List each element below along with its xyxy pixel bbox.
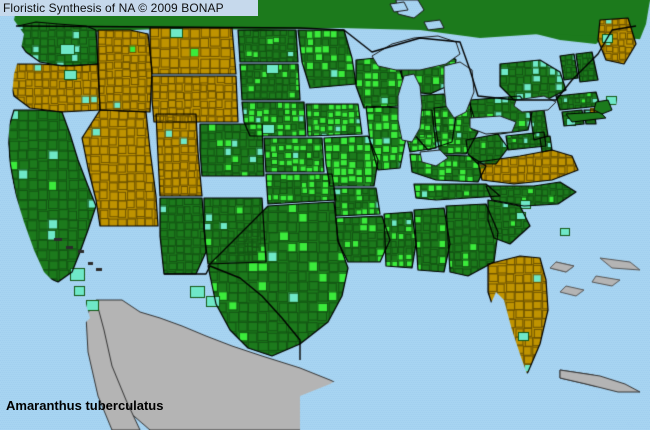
map-title: Floristic Synthesis of NA © 2009 BONAP	[3, 1, 224, 15]
species-name-label: Amaranthus tuberculatus	[6, 398, 164, 413]
map-title-bar: Floristic Synthesis of NA © 2009 BONAP	[0, 0, 258, 16]
